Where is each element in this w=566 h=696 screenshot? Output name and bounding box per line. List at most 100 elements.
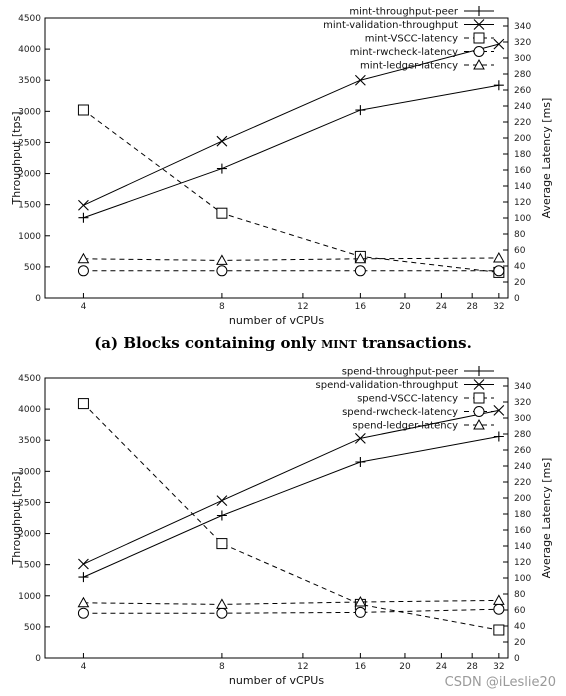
chart-1-data-point-plus	[216, 510, 227, 521]
chart-1-x-tick-label: 12	[297, 662, 308, 672]
chart-1-y2-axis-label: Average Latency [ms]	[540, 458, 553, 579]
chart-0-data-point-square	[77, 104, 89, 116]
chart-1-x-tick-label: 20	[399, 662, 411, 672]
chart-0-data-point-triangle	[216, 254, 228, 265]
chart-0-y-tick-label: 2000	[18, 170, 41, 180]
chart-1-y2-tick-label: 160	[514, 526, 531, 536]
chart-1-series-triangle	[77, 594, 505, 609]
chart-1-series-plus	[78, 431, 504, 583]
chart-panel-b: 0 500 1000 1500 2000 2500 3000 3500 4000 4500 0 20 4…	[0, 360, 566, 696]
chart-1-data-point-plus	[355, 457, 366, 467]
chart-0-y2-tick-label: 60	[514, 246, 526, 256]
chart-1-series-line	[83, 409, 499, 565]
chart-0-series-line	[83, 257, 499, 261]
chart-0-series-line	[83, 109, 499, 273]
chart-1-y-tick-label: 2000	[18, 530, 41, 540]
chart-1-y2-tick-label: 300	[514, 414, 531, 424]
chart-0-data-point-cross	[493, 38, 505, 50]
chart-1-x-axis-label: number of vCPUs	[229, 674, 324, 687]
chart-1-y-tick-label: 4500	[18, 374, 41, 384]
chart-1-legend-label: spend-throughput-peer	[342, 367, 459, 378]
chart-0-y-tick-label: 4000	[18, 45, 41, 55]
chart-1-x-tick-label: 4	[81, 662, 87, 672]
chart-0-plot-frame	[44, 17, 509, 299]
chart-0-series-line	[83, 43, 499, 206]
chart-0-legend-marker-plus	[474, 6, 484, 16]
chart-0-data-point-circle	[77, 265, 89, 277]
chart-0-x-tick-label: 32	[493, 302, 504, 312]
chart-1-legend-marker-square	[473, 392, 485, 404]
chart-1-legend-marker-plus	[474, 366, 484, 376]
chart-0-y2-tick-label: 0	[514, 294, 520, 304]
chart-0-x-tick-label: 28	[466, 302, 478, 312]
chart-1-y2-tick-label: 120	[514, 558, 531, 568]
chart-1-data-point-triangle	[77, 596, 90, 608]
chart-1-series-line	[83, 599, 499, 605]
chart-0-y2-tick-label: 120	[514, 198, 531, 208]
chart-0-legend-label: mint-rwcheck-latency	[350, 47, 458, 58]
chart-0-y2-tick-label: 300	[514, 54, 531, 64]
chart-1-y2-tick-label: 0	[514, 654, 520, 664]
chart-0-y-tick-label: 0	[35, 294, 41, 304]
chart-0-y2-tick-label: 160	[514, 166, 531, 176]
chart-1-y-tick-label: 1000	[18, 592, 41, 602]
chart-0-y-axis-label: Throughput [tps]	[10, 111, 23, 205]
chart-0-series-square	[77, 104, 505, 278]
chart-1-y-tick-label: 3500	[18, 436, 41, 446]
chart-0-y-tick-label: 1000	[18, 232, 41, 242]
chart-0-series-line	[83, 84, 499, 219]
chart-0-legend-label: mint-ledger-latency	[360, 61, 458, 72]
chart-0-y-tick-label: 3000	[18, 107, 41, 117]
chart-0-y2-tick-label: 180	[514, 150, 531, 160]
chart-1-y2-tick-label: 340	[514, 382, 531, 392]
chart-1-y2-tick-label: 40	[514, 622, 526, 632]
chart-0-x-tick-label: 16	[355, 302, 367, 312]
chart-1-y-tick-label: 3000	[18, 467, 41, 477]
chart-1-y2-tick-label: 240	[514, 462, 531, 472]
chart-0-data-point-cross	[216, 135, 228, 147]
chart-0-data-point-plus	[355, 105, 366, 116]
chart-0-x-tick-label: 8	[219, 302, 225, 312]
chart-0-y-tick-label: 2500	[18, 138, 41, 148]
chart-0-y2-tick-label: 240	[514, 102, 531, 112]
chart-1-data-point-square	[216, 538, 228, 550]
chart-0-series-triangle	[77, 251, 505, 265]
chart-1-y2-tick-label: 260	[514, 446, 531, 456]
chart-0-data-point-circle	[216, 265, 228, 277]
chart-1-legend-marker-cross	[473, 379, 485, 390]
chart-panel-a: 0 500 1000 1500 2000 2500 3000 3500 4000 4500 0 20 4…	[0, 0, 566, 335]
chart-1-series-line	[83, 403, 499, 631]
chart-0-legend-label: mint-VSCC-latency	[365, 34, 458, 45]
chart-1-legend-marker-circle	[473, 406, 485, 417]
chart-1-y2-tick-label: 200	[514, 494, 531, 504]
chart-0-y2-tick-label: 80	[514, 230, 526, 240]
chart-0-x-tick-label: 24	[436, 302, 448, 312]
chart-1-data-point-cross	[354, 432, 366, 444]
chart-0-data-point-circle	[354, 265, 366, 277]
chart-1-data-point-circle	[493, 603, 505, 615]
watermark: CSDN @iLeslie20	[444, 675, 556, 690]
chart-0-series-circle	[77, 265, 505, 277]
chart-0-data-point-triangle	[492, 251, 505, 263]
chart-1-y2-tick-label: 20	[514, 638, 526, 648]
chart-1-data-point-cross	[216, 495, 228, 506]
chart-1-y2-tick-label: 280	[514, 430, 531, 440]
chart-0-y2-tick-label: 340	[514, 22, 531, 32]
chart-0-data-point-circle	[493, 265, 505, 277]
chart-1-y-tick-label: 4000	[18, 405, 41, 415]
chart-1-x-tick-label: 16	[355, 662, 367, 672]
chart-0-series-plus	[78, 80, 504, 223]
chart-0-legend-marker-circle	[473, 46, 485, 57]
chart-1-series-square	[77, 398, 505, 636]
chart-0-legend-marker-triangle	[473, 58, 485, 70]
chart-0-y2-tick-label: 200	[514, 134, 531, 144]
chart-1-data-point-circle	[77, 607, 89, 619]
chart-1-y2-tick-label: 180	[514, 510, 531, 520]
chart-1-data-point-cross	[78, 558, 89, 570]
chart-1-legend-marker-triangle	[473, 418, 485, 430]
chart-1-data-point-cross	[493, 404, 505, 416]
chart-0-y-tick-label: 500	[24, 263, 41, 273]
chart-a-svg: 0 500 1000 1500 2000 2500 3000 3500 4000 4500 0 20 4…	[10, 6, 553, 327]
caption-prefix: (a) Blocks containing only	[94, 334, 322, 352]
chart-1-x-tick-label: 24	[436, 662, 448, 672]
